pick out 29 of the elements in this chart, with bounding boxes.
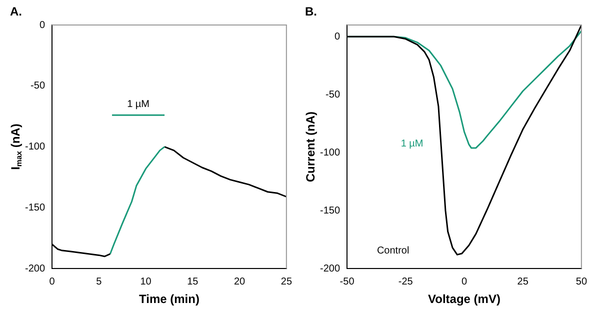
x-tick-label: -25 [398, 276, 414, 288]
y-tick-label: 0 [334, 31, 340, 42]
y-tick-label: -150 [25, 202, 46, 214]
y-tick-label: -150 [320, 205, 340, 216]
x-tick-label: 10 [140, 276, 152, 288]
x-tick-label: 25 [280, 276, 292, 288]
text: 1 µM [400, 138, 424, 150]
y-tick-label: -100 [25, 142, 46, 153]
chart-title: B. [305, 4, 317, 18]
x-tick-label: 50 [576, 276, 588, 288]
y-tick-label: -200 [25, 263, 46, 274]
y-tick-label: 0 [39, 20, 46, 31]
y-tick-label: -100 [320, 147, 340, 158]
y-tick-label: -200 [320, 263, 340, 274]
x-tick-label: -50 [340, 276, 355, 288]
x-tick-label: 20 [234, 276, 246, 288]
x-tick-label: 5 [96, 276, 102, 288]
x-tick-label: 25 [517, 276, 529, 288]
x-axis-title: Voltage (mV) [428, 292, 500, 306]
chart-title: A. [10, 4, 22, 18]
y-tick-label: -50 [326, 89, 340, 100]
x-tick-label: 15 [187, 276, 199, 288]
y-axis-title: Current (nA) [303, 111, 318, 182]
x-tick-label: 0 [461, 276, 468, 288]
x-tick-label: 0 [49, 276, 56, 288]
series-label: 1 µM [127, 98, 150, 110]
y-tick-label: -50 [30, 80, 46, 92]
x-axis-title: Time (min) [139, 292, 200, 306]
text: Control [376, 245, 410, 256]
